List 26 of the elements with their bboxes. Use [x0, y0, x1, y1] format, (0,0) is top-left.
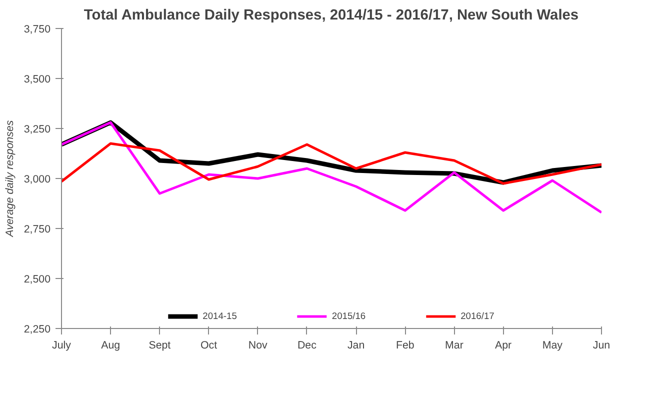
y-tick-label: 3,500 [24, 74, 51, 86]
y-tick-label: 2,750 [24, 224, 51, 236]
x-tick-label: Nov [248, 340, 268, 352]
y-axis-title: Average daily responses [4, 120, 16, 238]
y-tick-label: 2,250 [24, 324, 51, 336]
x-tick-label: Oct [200, 340, 218, 352]
x-tick-label: Jun [592, 340, 610, 352]
x-tick-label: July [52, 340, 72, 352]
x-tick-label: Apr [495, 340, 512, 352]
x-tick-label: Jan [347, 340, 365, 352]
x-tick-label: Sept [148, 340, 171, 352]
legend-label: 2015/16 [332, 311, 366, 321]
x-tick-label: May [542, 340, 564, 352]
y-tick-label: 3,750 [24, 24, 51, 36]
x-tick-label: Dec [297, 340, 318, 352]
line-series [62, 121, 602, 214]
line-series [62, 142, 602, 185]
x-tick-label: Aug [101, 340, 120, 352]
x-tick-label: Mar [445, 340, 464, 352]
legend-label: 2016/17 [460, 311, 494, 321]
legend-label: 2014-15 [202, 311, 237, 321]
chart-title: Total Ambulance Daily Responses, 2014/15 - 2016/17, New South Wales [84, 8, 579, 24]
y-tick-label: 2,500 [24, 274, 51, 286]
x-tick-label: Feb [396, 340, 414, 352]
y-tick-label: 3,000 [24, 174, 51, 186]
y-tick-label: 3,250 [24, 124, 51, 136]
